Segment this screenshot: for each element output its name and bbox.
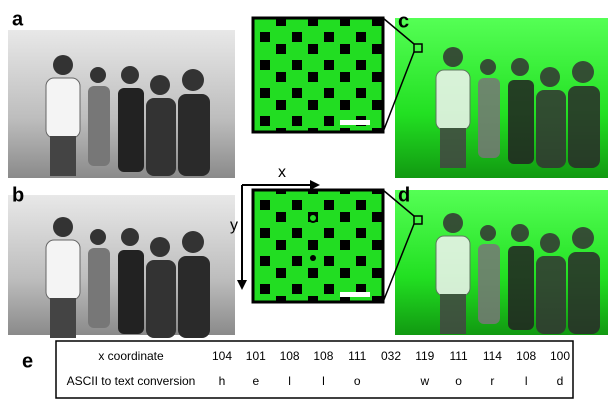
table-cell: 114 — [483, 349, 502, 363]
table-cell: d — [557, 374, 564, 388]
table-cell: e — [252, 374, 259, 388]
panel-label: e — [22, 350, 33, 372]
table-cell: 119 — [415, 349, 434, 363]
photo-c — [395, 18, 608, 178]
table-cell: 111 — [449, 349, 468, 363]
table-cell: l — [322, 374, 325, 388]
table-cell: 111 — [348, 349, 367, 363]
panel-label: c — [398, 10, 409, 32]
table-cell: 108 — [516, 349, 536, 363]
axis-label-y: y — [230, 217, 238, 234]
table-cell: 108 — [313, 349, 333, 363]
table-cell: l — [525, 374, 528, 388]
panel-label: d — [398, 184, 410, 206]
table-cell: 032 — [381, 349, 401, 363]
inset-bottom — [253, 190, 414, 302]
table-cell: 108 — [280, 349, 300, 363]
table-cell: w — [419, 374, 429, 388]
row-label: ASCII to text conversion — [67, 374, 196, 388]
photo-b — [8, 195, 235, 338]
photo-a — [8, 30, 235, 178]
row-label: x coordinate — [98, 349, 164, 363]
table-cell: 100 — [550, 349, 570, 363]
figure: x y a b c d e x coordinate 104 101 108 108 11… — [0, 0, 611, 403]
table-cell: r — [490, 374, 494, 388]
panel-label: a — [12, 8, 24, 30]
inset-top — [253, 18, 414, 132]
photo-d — [395, 190, 608, 335]
table-cell: 104 — [212, 349, 232, 363]
axis-label-x: x — [278, 164, 286, 181]
panel-label: b — [12, 184, 24, 206]
table-cell: h — [219, 374, 226, 388]
table-cell: o — [354, 374, 361, 388]
table-cell: 101 — [246, 349, 266, 363]
table-cell: l — [288, 374, 291, 388]
table-cell: o — [455, 374, 462, 388]
